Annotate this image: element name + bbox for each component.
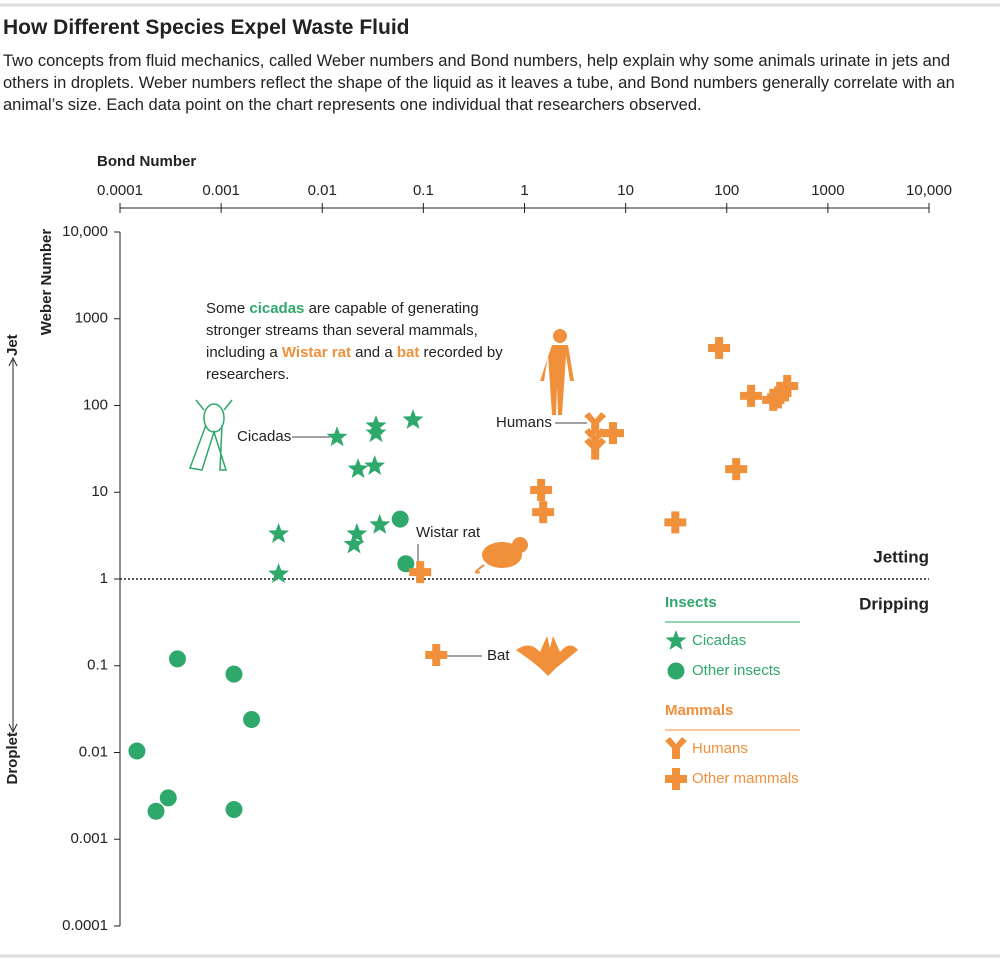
circle-marker [397,555,415,573]
legend-label: Other insects [692,662,780,679]
cross-marker [601,422,624,445]
threshold-below: Dripping [859,594,929,613]
star-marker [343,533,365,554]
bat-icon [516,636,578,676]
annotation-emphasis: bat [396,344,420,361]
cross-marker [769,381,792,404]
legend-marker [667,662,685,680]
annotation-text: and a [350,344,397,361]
subtitle: Two concepts from fluid mechanics, calle… [3,52,955,114]
threshold-above: Jetting [873,547,929,566]
callout-label: Cicadas [237,428,291,445]
circle-marker [147,802,165,820]
jet-label: Jet [4,334,21,356]
x-tick-label: 10,000 [906,182,952,199]
x-tick-label: 0.1 [413,182,434,199]
droplet-label: Droplet [4,732,21,785]
legend-label: Other mammals [692,770,799,787]
legend-label: Humans [692,740,748,757]
x-tick-label: 1000 [811,182,844,199]
annotation-emphasis: Wistar rat [281,344,351,361]
cross-marker [532,501,555,524]
annotation: Some cicadas are capable of generating s… [206,298,506,386]
humans-marker [584,428,607,451]
star-marker [346,523,368,543]
star-marker [326,426,348,447]
callout-label: Bat [487,647,510,664]
y-tick-label: 0.1 [87,657,108,674]
callout-label: Wistar rat [416,524,481,541]
y-tick-label: 0.01 [79,743,108,760]
x-tick-label: 100 [714,182,739,199]
y-tick-label: 10,000 [62,223,108,240]
cicada-icon [188,399,233,471]
y-axis-label: Weber Number [38,229,55,336]
legend-marker [665,737,687,759]
rat-icon [474,537,528,574]
x-tick-label: 10 [617,182,634,199]
circle-marker [243,711,261,729]
y-tick-label: 100 [83,396,108,413]
y-tick-label: 0.001 [70,830,108,847]
callout-label: Humans [496,414,552,431]
cross-marker [776,374,799,397]
annotation-text: recorded by researchers. [206,344,503,383]
cross-marker [725,458,748,481]
human-icon [540,329,574,415]
annotation-text: are capable of generating stronger strea… [206,300,479,361]
cross-marker [740,384,763,407]
star-marker [347,458,369,478]
star-marker [364,455,386,475]
y-tick-label: 1 [100,570,108,587]
humans-marker [584,437,607,460]
cross-marker [425,644,448,667]
cross-marker [708,337,731,360]
y-tick-label: 0.0001 [62,917,108,934]
legend-group-title: Mammals [665,702,733,719]
circle-marker [159,789,177,807]
x-tick-label: 1 [520,182,528,199]
circle-marker [225,665,243,683]
title: How Different Species Expel Waste Fluid [3,16,410,39]
humans-marker [584,412,607,435]
arrow-heads [8,356,18,734]
annotation-text: Some [206,300,250,317]
circle-marker [225,801,243,819]
star-marker [365,422,387,443]
circle-marker [391,510,409,528]
star-marker [268,523,289,543]
cross-marker [664,511,687,534]
star-marker [402,409,424,429]
star-marker [268,563,289,583]
circle-marker [128,742,146,760]
circle-marker [168,650,186,668]
cross-marker [409,561,432,584]
legend-marker [665,630,687,650]
y-tick-label: 1000 [75,310,108,327]
x-tick-label: 0.0001 [97,182,143,199]
legend-group-title: Insects [665,594,717,611]
star-marker [369,513,391,534]
x-tick-label: 0.01 [308,182,337,199]
cross-marker [530,479,553,502]
y-tick-label: 10 [91,483,108,500]
x-tick-label: 0.001 [202,182,240,199]
x-axis-label: Bond Number [97,153,196,170]
legend-label: Cicadas [692,632,746,649]
legend-marker [665,768,687,790]
annotation-emphasis: cicadas [249,300,305,317]
